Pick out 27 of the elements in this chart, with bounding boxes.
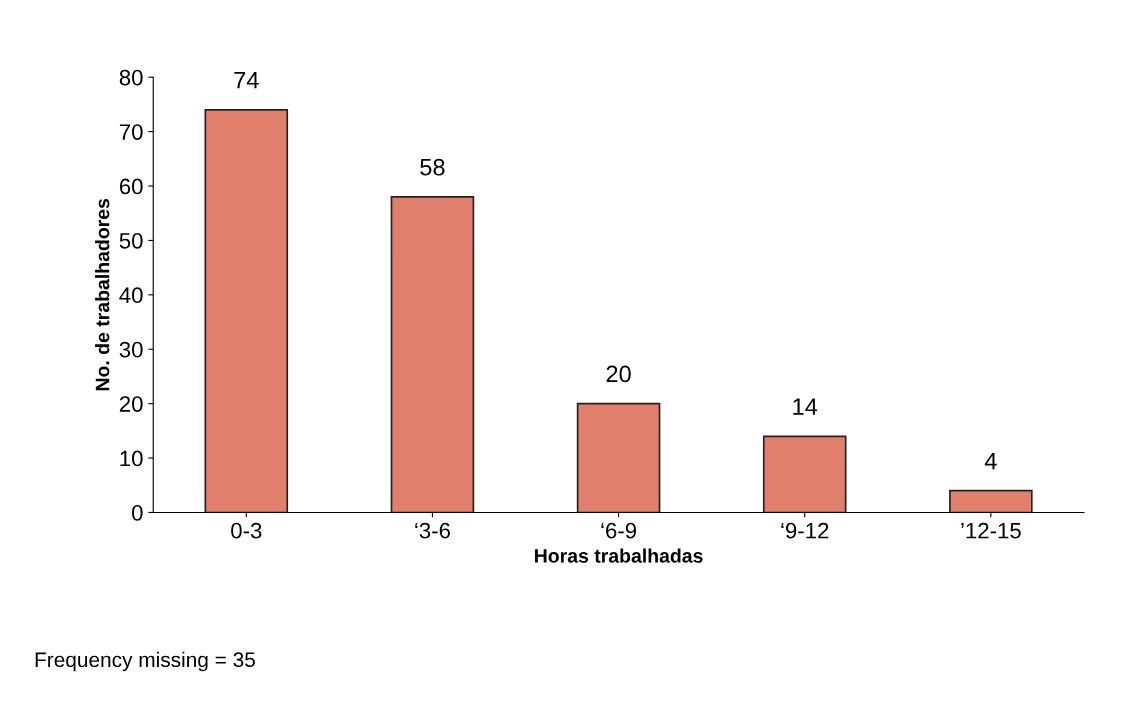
x-tick-label: ’12-15 <box>961 522 1021 539</box>
bar <box>204 109 289 513</box>
y-tick-label: 0 <box>132 504 143 521</box>
data-label: 4 <box>984 452 997 470</box>
y-tick-label: 60 <box>119 178 143 195</box>
data-label: 74 <box>234 72 259 89</box>
y-tick-label: 80 <box>119 69 143 86</box>
data-label: 14 <box>793 398 818 415</box>
x-tick-label: ‘9-12 <box>781 522 829 539</box>
x-tick-label: 0-3 <box>231 522 262 539</box>
y-tick-label: 10 <box>120 450 143 467</box>
text: Frequency missing = 35 <box>35 651 255 672</box>
bar <box>390 196 475 513</box>
y-tick-label: 70 <box>119 124 143 140</box>
x-axis-title: Horas trabalhadas <box>535 548 703 563</box>
y-tick-label: 50 <box>119 232 143 249</box>
x-tick-label: ‘6-9 <box>601 522 637 539</box>
bar <box>949 489 1033 513</box>
y-tick-label: 40 <box>119 287 143 304</box>
y-axis-title: No. de trabalhadores <box>95 198 110 391</box>
y-tick-label: 30 <box>119 341 143 358</box>
x-tick-label: ‘3-6 <box>415 522 450 539</box>
data-label: 20 <box>606 365 631 383</box>
bar <box>576 402 661 513</box>
data-label: 58 <box>420 158 445 176</box>
y-tick-label: 20 <box>119 396 143 412</box>
bar <box>762 435 847 513</box>
